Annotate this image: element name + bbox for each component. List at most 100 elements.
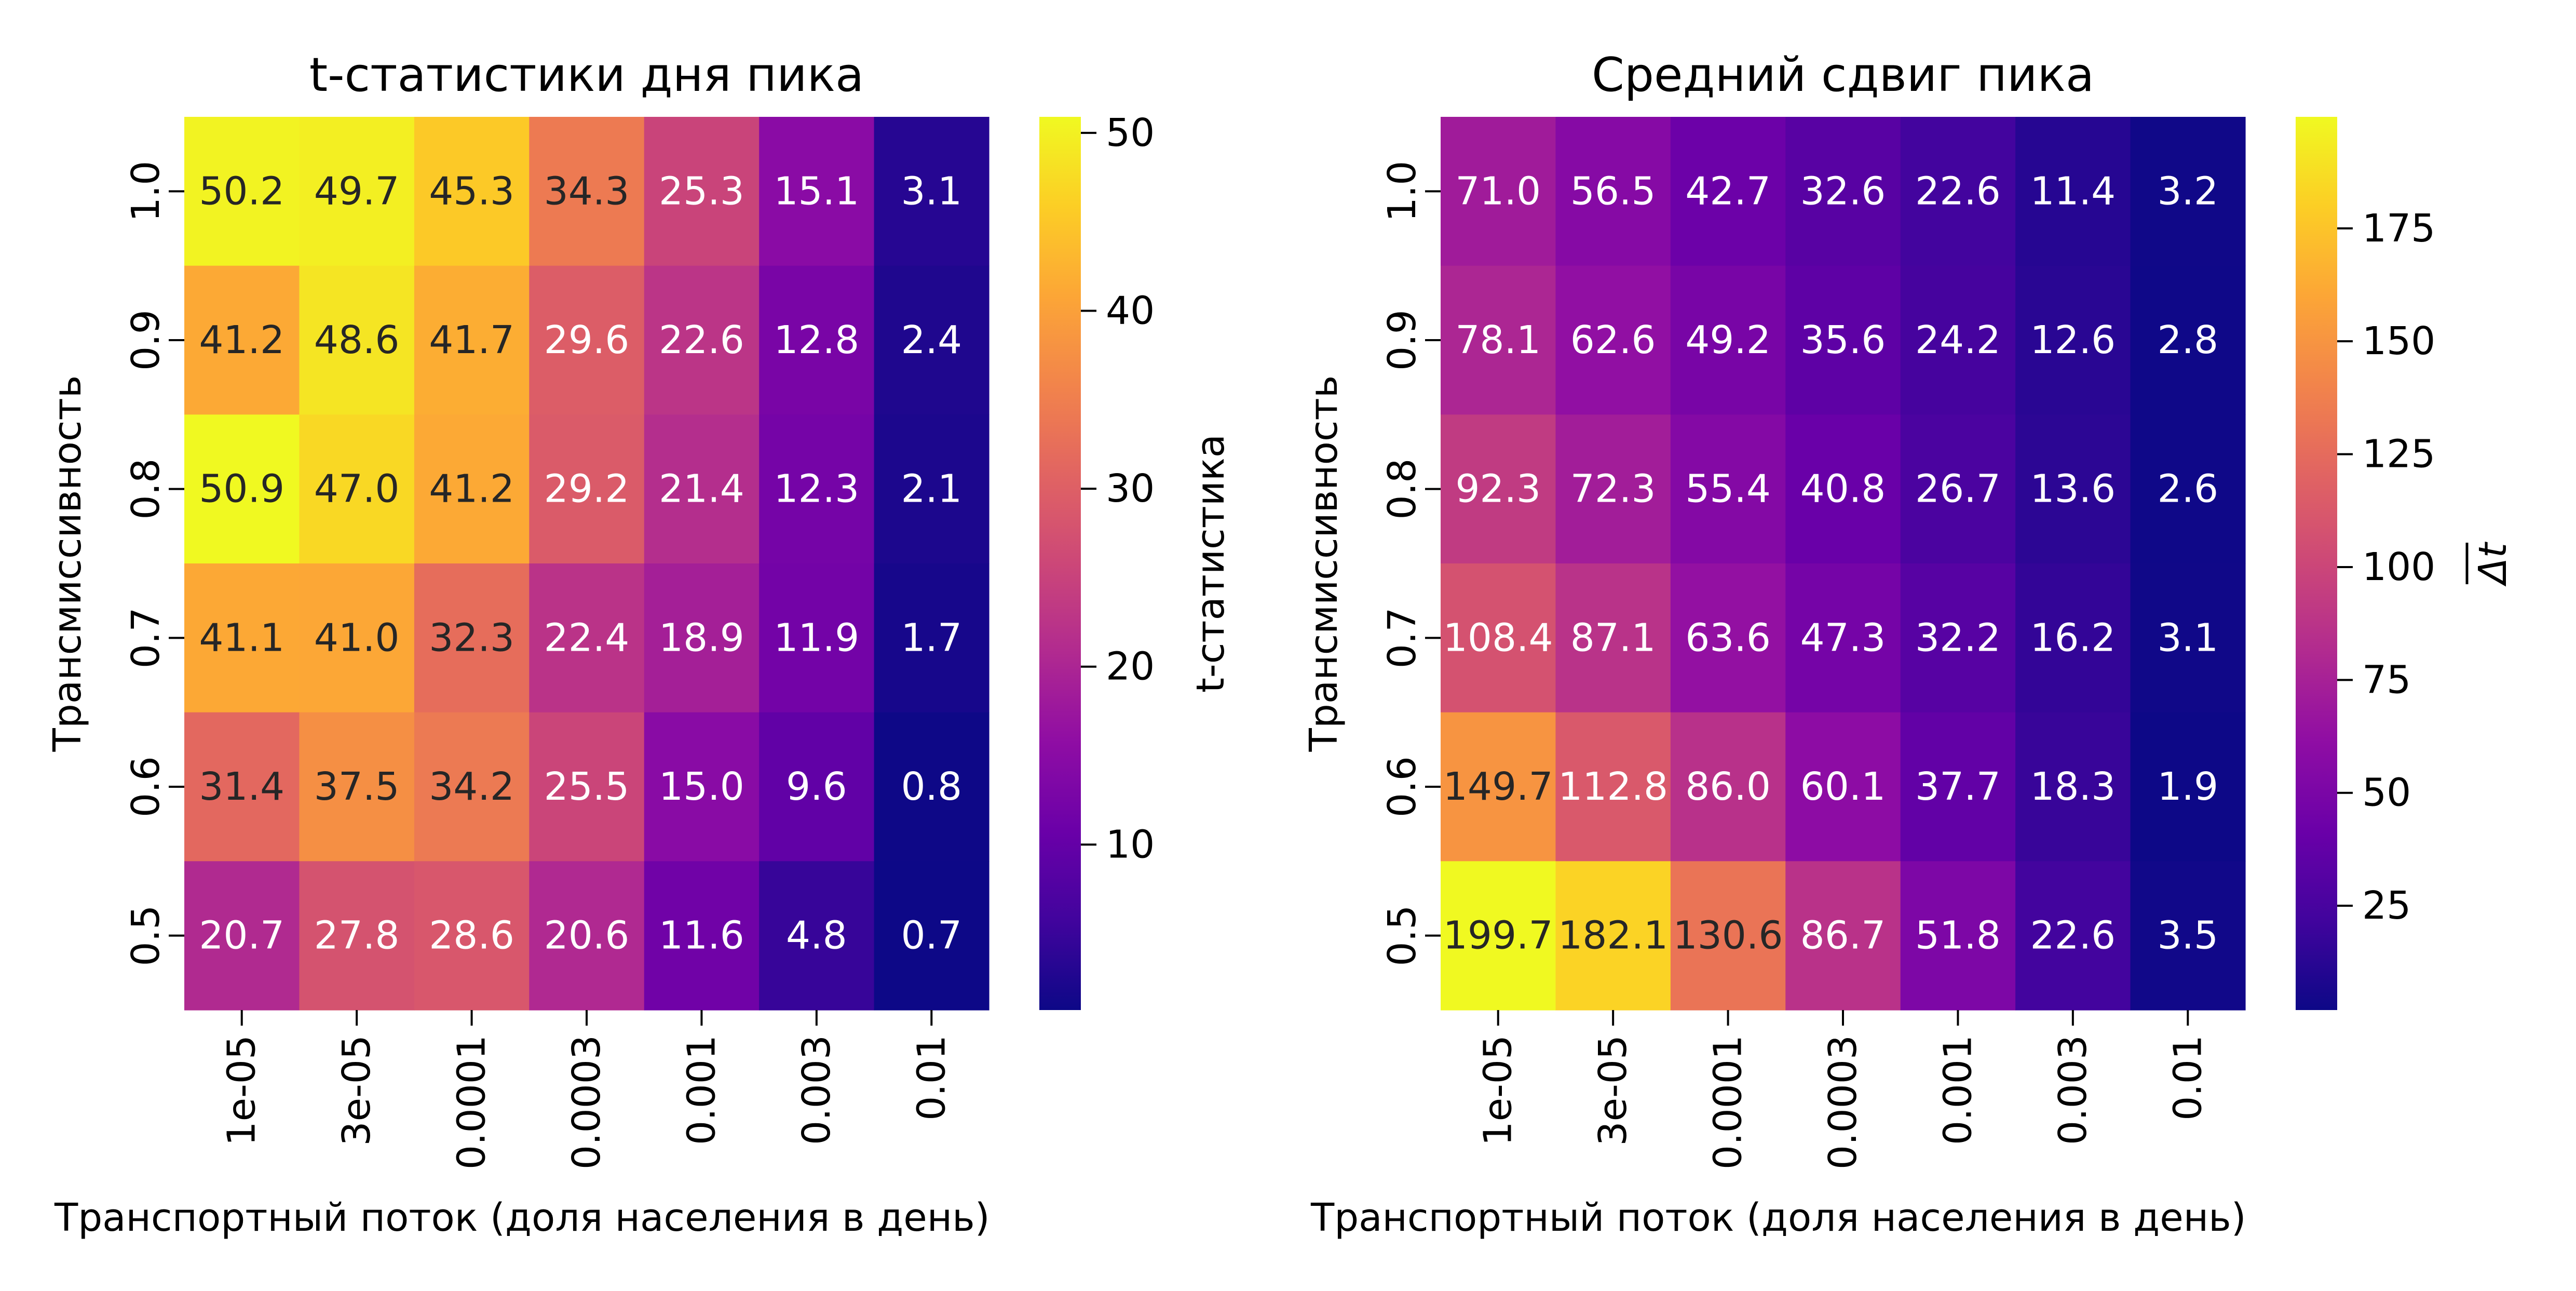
heatmap-cell	[2130, 117, 2246, 266]
y-tick-label: 0.6	[1380, 756, 1425, 817]
colorbar-label: t-статистика	[1188, 434, 1233, 693]
chart-title: Средний сдвиг пика	[1592, 48, 2094, 102]
heatmap-cell	[1785, 861, 1901, 1011]
cell-value-label: 60.1	[1800, 764, 1886, 809]
cell-value-label: 72.3	[1570, 467, 1656, 512]
x-axis-label: Транспортный поток (доля населения в ден…	[54, 1195, 990, 1240]
heatmap-cell	[644, 265, 760, 415]
heatmap-panel-2: 71.0 56.5 42.7 32.6 22.6 11.4 3.2 78.1 62.6 49.2 3…	[1301, 48, 2515, 1240]
heatmap-cell	[184, 712, 300, 862]
cell-value-label: 3.2	[2157, 169, 2218, 213]
cell-value-label: 3.5	[2157, 913, 2218, 958]
x-tick-label: 0.0003	[564, 1035, 609, 1169]
cell-value-label: 4.8	[786, 913, 847, 958]
cell-value-label: 2.6	[2157, 467, 2218, 512]
y-tick-label: 0.8	[124, 459, 168, 520]
cell-value-label: 15.1	[774, 169, 859, 213]
cell-value-label: 18.3	[2030, 764, 2116, 809]
cell-value-label: 130.6	[1673, 913, 1783, 958]
heatmap-cell	[874, 117, 989, 266]
colorbar-tick-label: 50	[1106, 111, 1155, 155]
x-tick-label: 0.001	[1935, 1035, 1980, 1145]
cell-value-label: 22.4	[544, 615, 630, 660]
heatmap-cell	[184, 414, 300, 564]
x-tick-label: 0.01	[2165, 1035, 2210, 1121]
y-tick-label: 0.9	[124, 310, 168, 371]
heatmap-cell	[759, 265, 875, 415]
heatmap-cell	[2015, 861, 2131, 1011]
x-tick-label: 0.001	[679, 1035, 724, 1145]
cell-value-label: 0.7	[901, 913, 962, 958]
y-tick-label: 0.9	[1380, 310, 1425, 371]
heatmap-cell	[1670, 414, 1786, 564]
heatmap-cell	[1785, 563, 1901, 713]
x-tick-label: 0.003	[794, 1035, 839, 1145]
heatmap-cell	[1555, 117, 1671, 266]
heatmap-cell	[1670, 712, 1786, 862]
cell-value-label: 149.7	[1443, 764, 1553, 809]
heatmap-cell	[874, 563, 989, 713]
cell-value-label: 182.1	[1558, 913, 1668, 958]
cell-value-label: 13.6	[2030, 467, 2116, 512]
heatmap-cell	[299, 861, 415, 1011]
y-tick-label: 0.8	[1380, 459, 1425, 520]
cell-value-label: 108.4	[1443, 615, 1553, 660]
x-axis-label: Транспортный поток (доля населения в ден…	[1310, 1195, 2246, 1240]
x-tick-label: 1e-05	[1476, 1035, 1521, 1146]
cell-value-label: 41.2	[199, 318, 284, 362]
colorbar-tick-label: 30	[1106, 466, 1155, 511]
heatmap-cell	[299, 414, 415, 564]
heatmap-cell	[2130, 861, 2246, 1011]
heatmap-cell	[1670, 265, 1786, 415]
heatmap-cell	[529, 563, 645, 713]
y-tick-label: 0.5	[1380, 905, 1425, 966]
cell-value-label: 34.2	[429, 764, 514, 809]
heatmap-cell	[414, 414, 530, 564]
colorbar	[2296, 117, 2337, 1010]
heatmap-cell	[644, 861, 760, 1011]
cell-value-label: 71.0	[1455, 169, 1541, 213]
x-tick-label: 0.01	[909, 1035, 954, 1121]
heatmap-cell	[874, 265, 989, 415]
heatmap-cell	[414, 117, 530, 266]
heatmap-cell	[1785, 117, 1901, 266]
cell-value-label: 32.6	[1800, 169, 1886, 213]
heatmap-cell	[1670, 563, 1786, 713]
x-tick-label: 3e-05	[334, 1035, 379, 1146]
colorbar-tick-label: 50	[2362, 771, 2411, 815]
cell-value-label: 56.5	[1570, 169, 1656, 213]
cell-value-label: 86.0	[1685, 764, 1771, 809]
cell-value-label: 18.9	[659, 615, 744, 660]
colorbar-tick-label: 125	[2362, 432, 2435, 477]
heatmap-cell	[1441, 563, 1556, 713]
cell-value-label: 112.8	[1558, 764, 1668, 809]
cell-value-label: 1.7	[901, 615, 962, 660]
cell-value-label: 11.4	[2030, 169, 2116, 213]
heatmap-cell	[184, 563, 300, 713]
cell-value-label: 63.6	[1685, 615, 1771, 660]
heatmap-cell	[1785, 712, 1901, 862]
cell-value-label: 12.6	[2030, 318, 2116, 362]
cell-value-label: 27.8	[314, 913, 400, 958]
heatmap-cell	[529, 712, 645, 862]
colorbar-tick-label: 100	[2362, 545, 2435, 589]
cell-value-label: 41.0	[314, 615, 400, 660]
cell-value-label: 2.4	[901, 318, 962, 362]
cell-value-label: 22.6	[659, 318, 744, 362]
cell-value-label: 92.3	[1455, 467, 1541, 512]
cell-value-label: 20.6	[544, 913, 630, 958]
y-axis-label: Трансмиссивность	[45, 375, 90, 752]
heatmap-cell	[1900, 712, 2016, 862]
colorbar-label: Δt	[2465, 541, 2515, 587]
heatmap-cell	[184, 861, 300, 1011]
x-tick-label: 0.0001	[450, 1035, 494, 1169]
cell-value-label: 29.6	[544, 318, 630, 362]
cell-value-label: 32.2	[1915, 615, 2001, 660]
heatmap-cell	[2015, 563, 2131, 713]
cell-value-label: 11.6	[659, 913, 744, 958]
y-tick-label: 0.7	[1380, 607, 1425, 668]
colorbar-tick-label: 10	[1106, 822, 1155, 867]
y-tick-label: 1.0	[1380, 160, 1425, 222]
cell-value-label: 35.6	[1800, 318, 1886, 362]
heatmap-cell	[529, 265, 645, 415]
